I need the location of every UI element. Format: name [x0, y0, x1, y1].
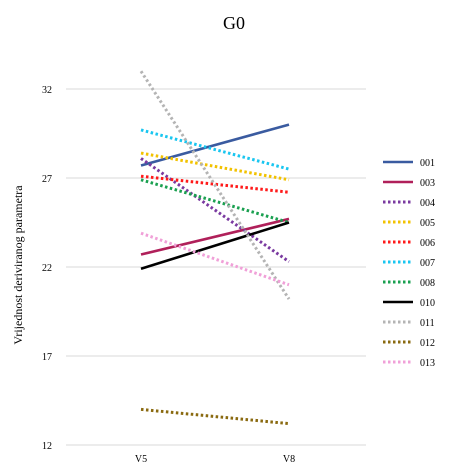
series-line-013 — [140, 231, 290, 287]
series-line-005 — [140, 151, 290, 182]
series-lines — [139, 70, 291, 426]
series-line-011 — [139, 70, 291, 300]
y-axis-title: Vrijednost deriviranog parametra — [11, 185, 25, 345]
series-line-010 — [140, 221, 290, 271]
y-tick-labels: 12 17 22 27 32 — [42, 85, 52, 452]
legend-label-001: 001 — [420, 158, 435, 169]
legend-label-006: 006 — [420, 238, 435, 249]
x-tick-label: V8 — [283, 454, 295, 463]
legend-label-008: 008 — [420, 278, 435, 289]
legend-label-011: 011 — [420, 318, 435, 329]
y-tick-label: 27 — [42, 174, 52, 185]
legend-label-003: 003 — [420, 178, 435, 189]
gridlines — [66, 88, 366, 446]
series-line-007 — [140, 128, 290, 171]
legend-label-005: 005 — [420, 218, 435, 229]
series-line-008 — [140, 178, 290, 224]
y-tick-label: 22 — [42, 263, 52, 274]
y-tick-label: 12 — [42, 441, 52, 452]
y-tick-label: 17 — [42, 352, 52, 363]
legend-label-007: 007 — [420, 258, 435, 269]
series-line-003 — [140, 217, 290, 256]
legend: 001 003 004 005 006 007 008 010 011 012 013 — [383, 158, 435, 369]
series-line-004 — [140, 157, 290, 263]
chart-title: G0 — [223, 13, 245, 33]
legend-label-012: 012 — [420, 338, 435, 349]
y-tick-label: 32 — [42, 85, 52, 96]
series-line-001 — [140, 123, 290, 167]
legend-label-010: 010 — [420, 298, 435, 309]
x-tick-labels: V5 V8 — [135, 454, 295, 463]
x-tick-label: V5 — [135, 454, 147, 463]
series-line-012 — [140, 407, 290, 426]
legend-label-013: 013 — [420, 358, 435, 369]
legend-label-004: 004 — [420, 198, 435, 209]
